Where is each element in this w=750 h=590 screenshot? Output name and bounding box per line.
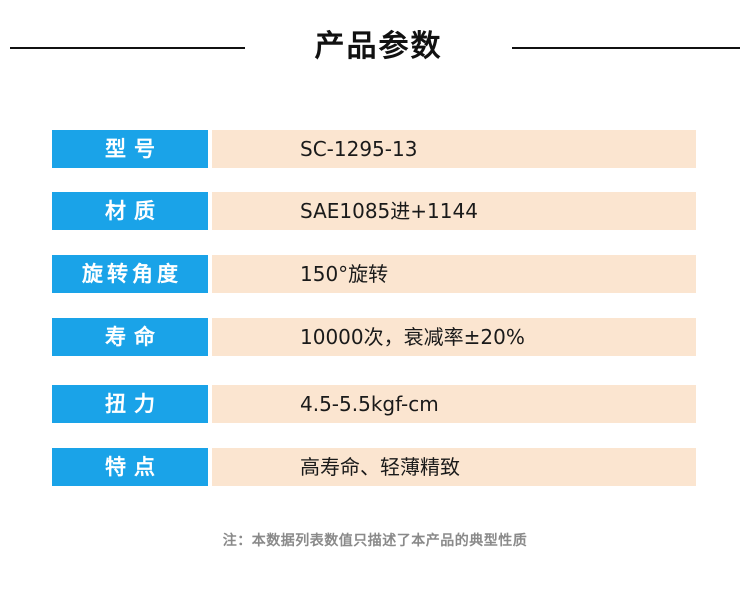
spec-label: 特点 [52, 448, 208, 486]
header-divider-right [512, 47, 740, 49]
section-title: 产品参数 [314, 29, 443, 64]
spec-label: 型号 [52, 130, 208, 168]
spec-value: 4.5-5.5kgf-cm [212, 385, 696, 423]
spec-label: 旋转角度 [52, 255, 208, 293]
spec-label: 扭力 [52, 385, 208, 423]
spec-label: 材质 [52, 192, 208, 230]
spec-row-model: 型号 SC-1295-13 [52, 130, 696, 168]
spec-label: 寿命 [52, 318, 208, 356]
spec-row-rotation-angle: 旋转角度 150°旋转 [52, 255, 696, 293]
spec-value: 150°旋转 [212, 255, 696, 293]
spec-row-lifespan: 寿命 10000次，衰减率±20% [52, 318, 696, 356]
spec-row-torque: 扭力 4.5-5.5kgf-cm [52, 385, 696, 423]
spec-value: 10000次，衰减率±20% [212, 318, 696, 356]
spec-row-material: 材质 SAE1085进+1144 [52, 192, 696, 230]
spec-value: SAE1085进+1144 [212, 192, 696, 230]
header-divider-left [10, 47, 245, 49]
footnote: 注：本数据列表数值只描述了本产品的典型性质 [222, 533, 528, 549]
section-header: 产品参数 [0, 20, 750, 74]
spec-value: SC-1295-13 [212, 130, 696, 168]
spec-row-features: 特点 高寿命、轻薄精致 [52, 448, 696, 486]
spec-value: 高寿命、轻薄精致 [212, 448, 696, 486]
